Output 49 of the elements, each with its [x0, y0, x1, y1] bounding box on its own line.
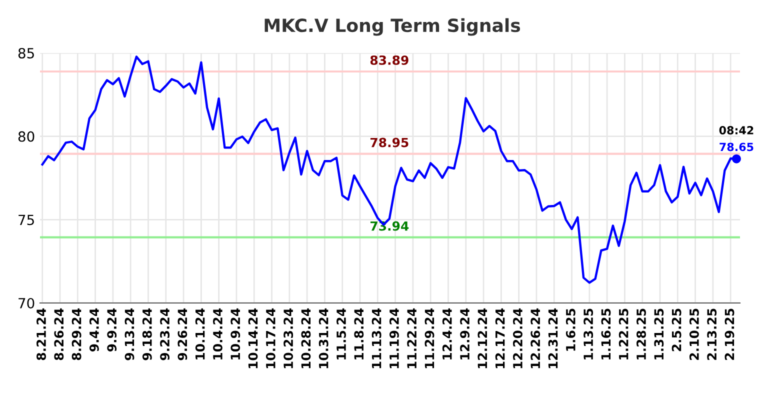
x-tick-label: 11.29.24 — [424, 308, 434, 368]
x-tick-label: 1.13.25 — [584, 308, 594, 360]
x-tick-label: 2.13.25 — [707, 308, 717, 360]
x-tick-label: 10.9.24 — [230, 308, 240, 360]
x-tick-label: 12.4.24 — [442, 308, 452, 360]
y-tick-label: 75 — [18, 214, 34, 226]
x-tick-label: 11.13.24 — [372, 308, 382, 368]
x-tick-label: 10.14.24 — [248, 308, 258, 368]
x-tick-label: 1.22.25 — [618, 308, 628, 360]
ref-line-label: 83.89 — [370, 55, 408, 65]
x-tick-label: 1.31.25 — [654, 308, 664, 360]
x-tick-label: 1.16.25 — [601, 308, 611, 360]
x-tick-label: 11.5.24 — [336, 308, 346, 360]
x-tick-label: 12.26.24 — [530, 308, 540, 368]
x-tick-label: 8.26.24 — [54, 308, 64, 360]
x-tick-label: 11.8.24 — [354, 308, 364, 360]
x-tick-label: 12.20.24 — [512, 308, 522, 368]
y-tick-label: 85 — [18, 48, 34, 58]
x-tick-label: 2.10.25 — [689, 308, 699, 360]
x-tick-label: 10.17.24 — [266, 308, 276, 368]
x-tick-label: 10.23.24 — [284, 308, 294, 368]
x-tick-label: 2.19.25 — [724, 308, 734, 360]
x-tick-label: 9.23.24 — [160, 308, 170, 360]
x-tick-label: 9.4.24 — [89, 308, 99, 352]
x-tick-label: 11.22.24 — [407, 308, 416, 368]
x-tick-label: 1.6.25 — [566, 308, 576, 351]
x-tick-label: 9.13.24 — [124, 308, 134, 360]
y-tick-label: 80 — [18, 131, 34, 142]
x-tick-label: 12.9.24 — [460, 308, 470, 360]
x-tick-label: 11.19.24 — [389, 308, 399, 368]
x-tick-label: 10.28.24 — [301, 308, 311, 368]
x-tick-label: 12.12.24 — [478, 308, 487, 368]
x-tick-label: 9.9.24 — [107, 308, 117, 352]
x-tick-label: 8.21.24 — [36, 308, 46, 360]
annotation: 78.65 — [720, 142, 754, 152]
x-tick-label: 2.5.25 — [672, 308, 682, 352]
chart-title: MKC.V Long Term Signals — [264, 18, 520, 36]
x-tick-label: 1.28.25 — [636, 308, 646, 360]
x-tick-label: 10.1.24 — [195, 308, 205, 360]
x-tick-label: 10.31.24 — [318, 308, 328, 368]
x-tick-label: 12.31.24 — [548, 308, 558, 368]
x-tick-label: 12.17.24 — [495, 308, 505, 368]
ref-line-label: 78.95 — [370, 138, 408, 148]
x-tick-label: 10.4.24 — [212, 308, 222, 360]
x-tick-label: 9.26.24 — [178, 308, 188, 360]
annotation: 08:42 — [719, 126, 754, 134]
x-tick-label: 8.29.24 — [72, 308, 82, 360]
y-tick-label: 70 — [18, 298, 34, 308]
x-tick-label: 9.18.24 — [142, 308, 152, 360]
